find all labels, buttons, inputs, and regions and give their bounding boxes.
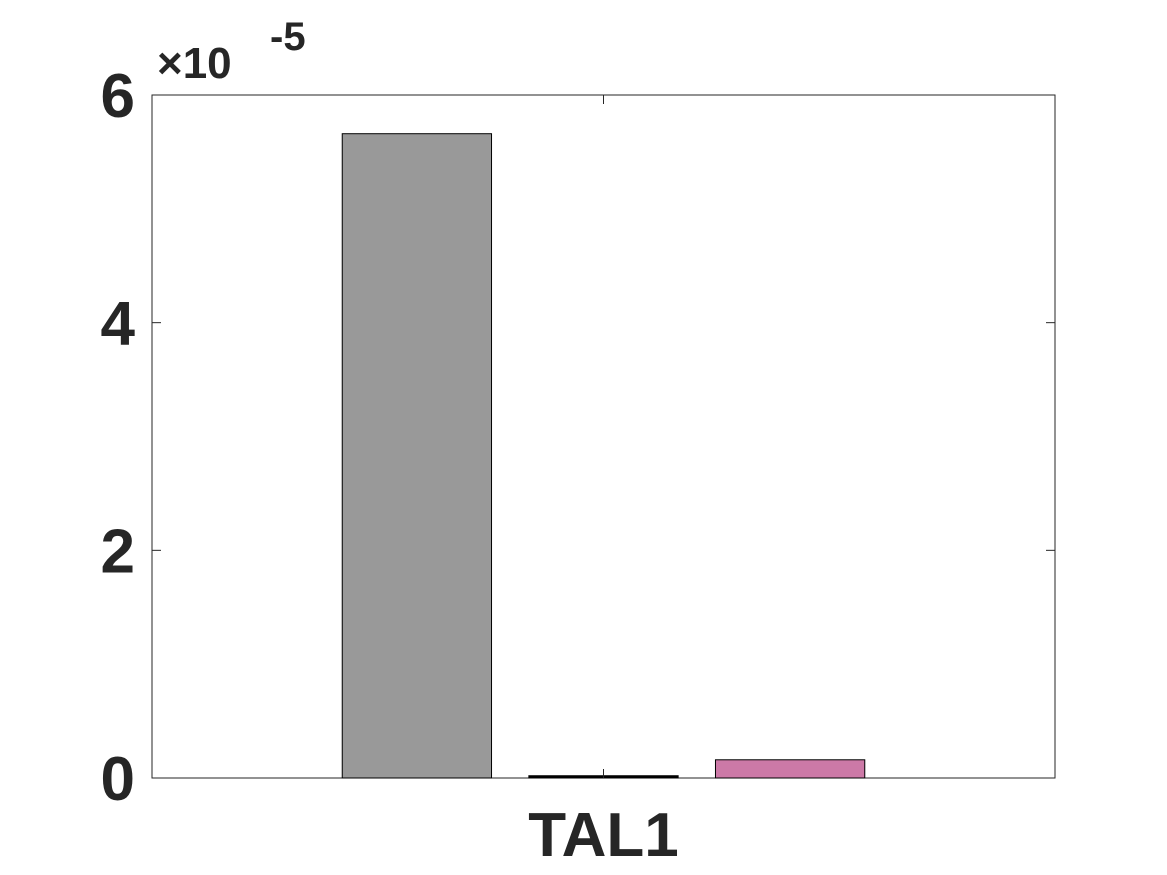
exponent-multiplier: ×10 xyxy=(157,39,232,88)
plot-area xyxy=(151,94,1056,779)
exponent-power: -5 xyxy=(270,15,306,59)
bar-tal1-series-3 xyxy=(714,759,866,779)
ticks-layer: TAL1 0 2 4 6 xyxy=(101,62,1055,870)
y-tick-label: 2 xyxy=(101,517,135,586)
bars-layer xyxy=(341,133,866,779)
y-tick-label: 6 xyxy=(101,62,135,131)
y-exponent-label: ×10 -5 xyxy=(157,15,306,88)
x-tick-label: TAL1 xyxy=(528,801,678,870)
y-tick-label: 4 xyxy=(101,290,136,359)
bar-tal1-series-1 xyxy=(341,133,493,779)
y-tick-label: 0 xyxy=(101,745,135,814)
